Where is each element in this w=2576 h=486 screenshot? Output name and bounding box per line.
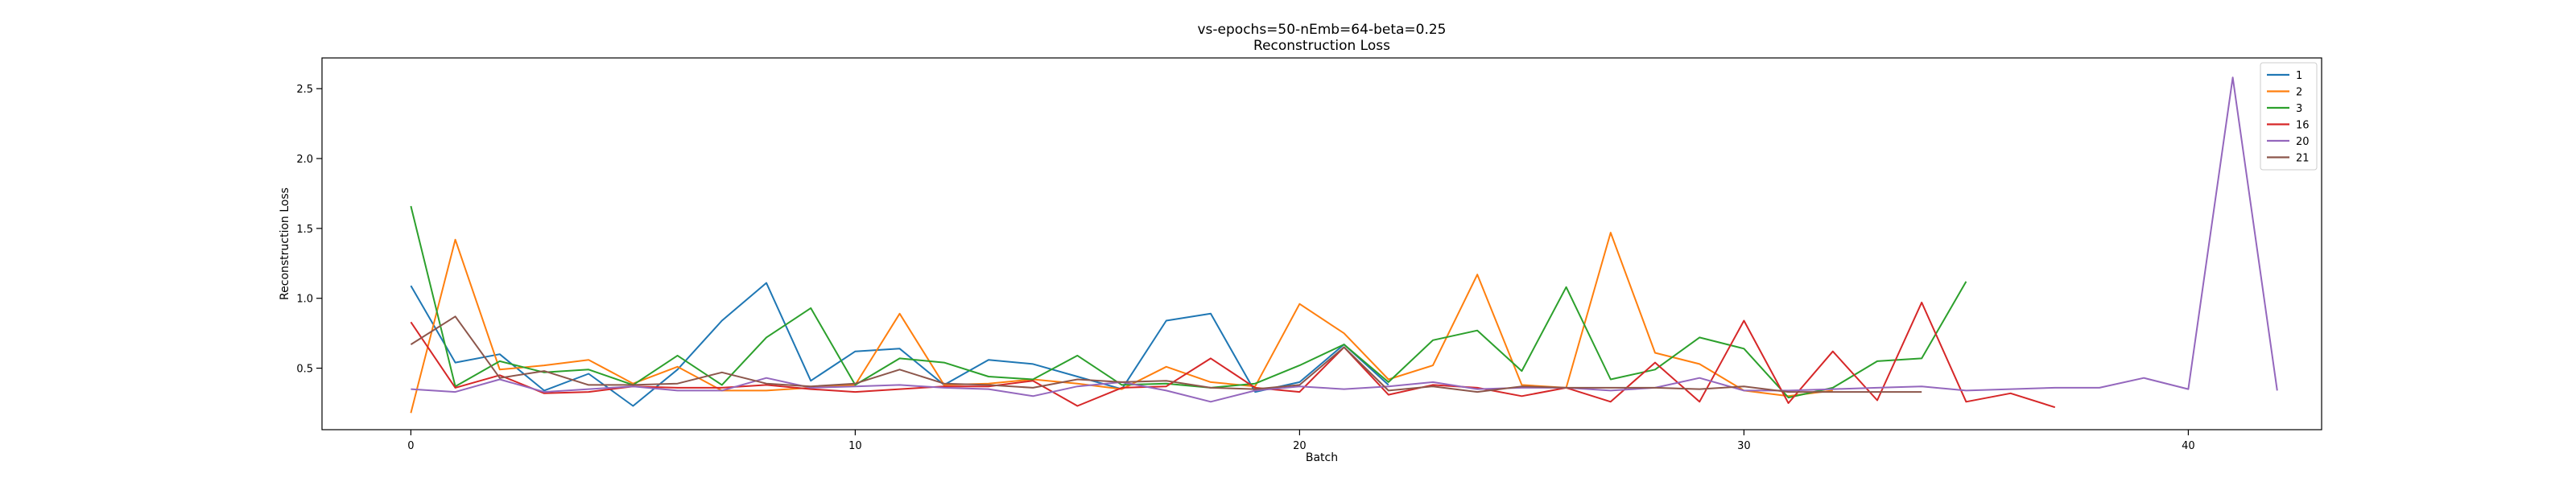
- legend-label: 2: [2296, 87, 2302, 99]
- plot-frame: [321, 57, 2322, 430]
- legend-label: 1: [2296, 70, 2302, 82]
- chart-subtitle: Reconstruction Loss: [1253, 38, 1390, 54]
- chart-title: vs-epochs=50-nEmb=64-beta=0.25: [1198, 22, 1447, 38]
- series-line-21: [410, 315, 1922, 393]
- x-tick-label: 0: [407, 440, 414, 452]
- ticks-layer: 0 10 20 30 40 0.5 1.0 1.5 2.0 2.5: [296, 84, 2194, 452]
- legend-box: [2260, 62, 2318, 171]
- series-line-2: [410, 232, 1833, 414]
- x-tick-label: 10: [848, 440, 862, 452]
- y-tick-label: 1.0: [296, 294, 313, 306]
- series-line-3: [410, 205, 1967, 399]
- x-tick-label: 40: [2182, 440, 2195, 452]
- legend-label: 3: [2296, 103, 2302, 115]
- x-tick-label: 20: [1293, 440, 1307, 452]
- series-line-20: [411, 76, 2278, 403]
- series-line-1: [410, 282, 1389, 407]
- x-tick-label: 30: [1737, 440, 1751, 452]
- y-tick-label: 2.0: [296, 154, 313, 166]
- y-axis-label: Reconstruction Loss: [279, 187, 291, 300]
- legend-label: 21: [2296, 153, 2310, 165]
- legend-label: 20: [2296, 136, 2310, 148]
- series-line-16: [410, 301, 2056, 409]
- y-tick-label: 2.5: [296, 84, 313, 96]
- x-axis-label: Batch: [1306, 451, 1338, 464]
- y-tick-label: 1.5: [296, 224, 313, 236]
- series-layer: [410, 76, 2278, 414]
- y-tick-label: 0.5: [296, 364, 313, 376]
- legend: 1 2 3 16 20 21: [2260, 62, 2318, 171]
- legend-label: 16: [2296, 120, 2310, 132]
